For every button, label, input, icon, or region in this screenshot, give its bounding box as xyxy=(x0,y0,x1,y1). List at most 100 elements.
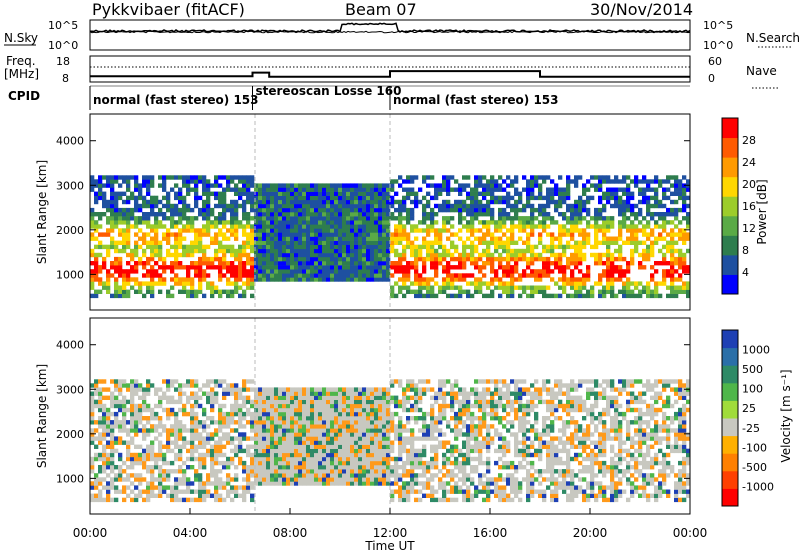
velocity-cell xyxy=(306,387,311,392)
velocity-cell xyxy=(370,387,375,392)
power-cell xyxy=(158,244,163,250)
power-cell xyxy=(258,191,263,196)
power-cell xyxy=(210,183,215,188)
velocity-cell xyxy=(322,477,327,482)
power-cell xyxy=(426,252,431,258)
power-cell xyxy=(190,240,195,245)
power-cell xyxy=(242,207,247,213)
power-cell xyxy=(250,256,255,262)
velocity-cell xyxy=(310,477,315,482)
power-cell xyxy=(142,212,147,217)
velocity-cell xyxy=(214,493,219,498)
power-cell xyxy=(638,220,643,225)
power-cell xyxy=(446,187,451,192)
velocity-cell xyxy=(130,489,135,494)
velocity-cell xyxy=(354,407,359,413)
power-cell xyxy=(270,228,275,233)
power-cell xyxy=(270,273,275,278)
velocity-cell xyxy=(130,411,135,417)
power-cell xyxy=(618,187,623,192)
power-cell xyxy=(94,269,99,274)
velocity-cell xyxy=(174,424,179,429)
power-cell xyxy=(434,236,439,241)
power-cell xyxy=(314,216,319,221)
velocity-cell xyxy=(126,465,131,470)
power-cell xyxy=(134,203,139,209)
power-cell xyxy=(138,289,143,294)
power-cell xyxy=(298,191,303,196)
power-cell xyxy=(538,285,543,290)
velocity-cell xyxy=(234,420,239,425)
power-cell xyxy=(350,265,355,270)
power-cell xyxy=(182,265,187,270)
power-cell xyxy=(678,228,683,233)
velocity-cell xyxy=(378,395,383,400)
power-cell xyxy=(362,228,367,233)
power-cell xyxy=(418,199,423,205)
power-cell xyxy=(426,244,431,250)
velocity-cell xyxy=(102,497,107,503)
velocity-cell xyxy=(254,452,259,458)
power-cell xyxy=(306,199,311,205)
power-cell xyxy=(94,293,99,299)
velocity-cell xyxy=(350,481,355,486)
power-cell xyxy=(482,248,487,254)
power-cell xyxy=(542,261,547,266)
power-cell xyxy=(98,195,103,201)
power-cell xyxy=(282,252,287,258)
velocity-cell xyxy=(122,420,127,425)
velocity-cell xyxy=(202,391,207,396)
power-cell xyxy=(162,212,167,217)
power-cell xyxy=(462,199,467,205)
velocity-cell xyxy=(294,456,299,462)
power-cell xyxy=(446,228,451,233)
velocity-cell xyxy=(294,436,299,441)
noise-traces xyxy=(89,22,691,34)
power-cell xyxy=(442,187,447,192)
velocity-cell xyxy=(266,387,271,392)
velocity-cell xyxy=(98,399,103,405)
power-cell xyxy=(434,240,439,245)
power-cell xyxy=(550,244,555,250)
power-cell xyxy=(446,252,451,258)
power-cell xyxy=(298,207,303,213)
velocity-cell xyxy=(402,407,407,413)
power-cell xyxy=(266,240,271,245)
power-cell xyxy=(498,195,503,201)
power-cell xyxy=(302,240,307,245)
velocity-cell xyxy=(414,465,419,470)
velocity-cell xyxy=(154,460,159,466)
power-cell xyxy=(674,269,679,274)
power-cell xyxy=(662,220,667,225)
velocity-cell xyxy=(434,424,439,429)
velocity-cell xyxy=(418,407,423,413)
velocity-cell xyxy=(306,411,311,417)
power-cell xyxy=(178,265,183,270)
velocity-cell xyxy=(346,411,351,417)
power-cell xyxy=(486,240,491,245)
velocity-cell xyxy=(110,448,115,454)
power-cell xyxy=(358,183,363,188)
power-cell xyxy=(486,199,491,205)
power-cell xyxy=(414,244,419,250)
power-cell xyxy=(454,277,459,282)
velocity-cell xyxy=(266,411,271,417)
power-cell xyxy=(166,265,171,270)
power-cell xyxy=(310,269,315,274)
velocity-cell xyxy=(318,481,323,486)
power-cell xyxy=(98,212,103,217)
power-cell xyxy=(438,203,443,209)
velocity-cell xyxy=(90,399,95,405)
power-cell xyxy=(150,269,155,274)
velocity-cell xyxy=(294,403,299,409)
velocity-cell xyxy=(262,407,267,413)
velocity-cell xyxy=(186,465,191,470)
power-cell xyxy=(290,248,295,254)
power-cell xyxy=(246,183,251,188)
power-cell xyxy=(546,285,551,290)
velocity-cell xyxy=(314,420,319,425)
power-cell xyxy=(334,252,339,258)
power-cell xyxy=(230,187,235,192)
power-cell xyxy=(622,212,627,217)
power-cell xyxy=(474,203,479,209)
